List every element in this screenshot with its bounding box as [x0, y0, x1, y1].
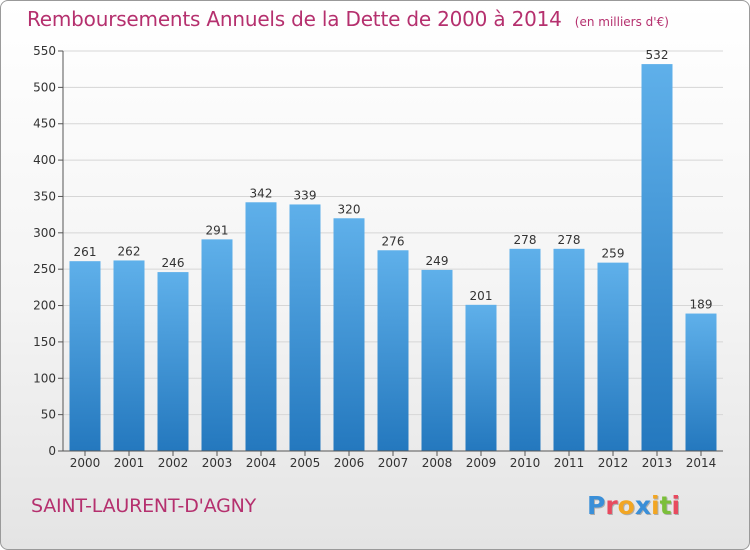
logo-letter: i	[671, 491, 681, 520]
x-tick-label: 2011	[554, 456, 585, 470]
commune-name: SAINT-LAURENT-D'AGNY	[31, 495, 257, 517]
bar-value-label: 320	[338, 202, 361, 216]
logo-letter: o	[617, 491, 635, 520]
x-tick-label: 2012	[598, 456, 629, 470]
bar	[245, 202, 277, 451]
x-tick-label: 2008	[422, 456, 453, 470]
x-tick-label: 2001	[114, 456, 145, 470]
x-tick-label: 2007	[378, 456, 409, 470]
bar-value-label: 201	[470, 289, 493, 303]
bar-value-label: 291	[206, 223, 229, 237]
bar-value-label: 276	[382, 234, 405, 248]
x-tick-label: 2000	[70, 456, 101, 470]
x-tick-label: 2013	[642, 456, 673, 470]
bar	[685, 313, 717, 451]
x-tick-label: 2014	[686, 456, 717, 470]
y-tick-label: 50	[41, 408, 56, 422]
bar-value-label: 342	[250, 186, 273, 200]
bar-value-label: 278	[514, 233, 537, 247]
bar-value-label: 259	[602, 247, 625, 261]
logo-letter: i	[651, 491, 660, 520]
y-tick-label: 450	[33, 117, 56, 131]
logo-letter: x	[634, 491, 651, 520]
labels: 0 50 100 150 200 250 300 350 400 450 500 550 261 2000…	[33, 44, 716, 470]
bar-value-label: 339	[294, 188, 317, 202]
y-tick-label: 100	[33, 371, 56, 385]
bar-value-label: 532	[646, 48, 669, 62]
chart-title: Remboursements Annuels de la Dette de 20…	[27, 7, 562, 31]
y-tick-label: 300	[33, 226, 56, 240]
bar-value-label: 262	[118, 244, 141, 258]
bar	[69, 261, 101, 451]
bar	[377, 250, 409, 451]
y-tick-label: 250	[33, 262, 56, 276]
x-tick-label: 2004	[246, 456, 277, 470]
bar	[201, 239, 233, 451]
bar	[641, 64, 673, 451]
x-tick-label: 2009	[466, 456, 497, 470]
y-tick-label: 150	[33, 335, 56, 349]
bar	[289, 204, 321, 451]
y-tick-label: 550	[33, 44, 56, 58]
x-tick-label: 2005	[290, 456, 321, 470]
y-tick-label: 350	[33, 189, 56, 203]
chart-unit: (en milliers d'€)	[574, 15, 669, 29]
logo-letter: r	[605, 491, 618, 520]
axes	[58, 50, 723, 456]
x-tick-label: 2010	[510, 456, 541, 470]
bar	[113, 260, 145, 451]
y-tick-label: 500	[33, 80, 56, 94]
bar-value-label: 189	[690, 298, 713, 312]
bar	[597, 262, 629, 451]
bar	[465, 304, 497, 451]
bar	[509, 248, 541, 451]
bar-value-label: 246	[162, 256, 185, 270]
x-tick-label: 2003	[202, 456, 233, 470]
y-tick-label: 0	[48, 444, 56, 458]
bar	[421, 269, 453, 451]
x-tick-label: 2002	[158, 456, 189, 470]
bar-value-label: 278	[558, 233, 581, 247]
proxiti-logo: Proxiti	[587, 491, 680, 520]
title-row: Remboursements Annuels de la Dette de 20…	[27, 7, 669, 31]
bar-value-label: 261	[74, 245, 97, 259]
bars	[69, 64, 717, 451]
logo-letter: t	[659, 491, 672, 520]
bar	[333, 218, 365, 451]
bar-value-label: 249	[426, 254, 449, 268]
logo-letter: P	[587, 491, 606, 520]
y-tick-label: 200	[33, 299, 56, 313]
x-tick-label: 2006	[334, 456, 365, 470]
y-tick-label: 400	[33, 153, 56, 167]
bar	[553, 248, 585, 451]
bar	[157, 272, 189, 451]
